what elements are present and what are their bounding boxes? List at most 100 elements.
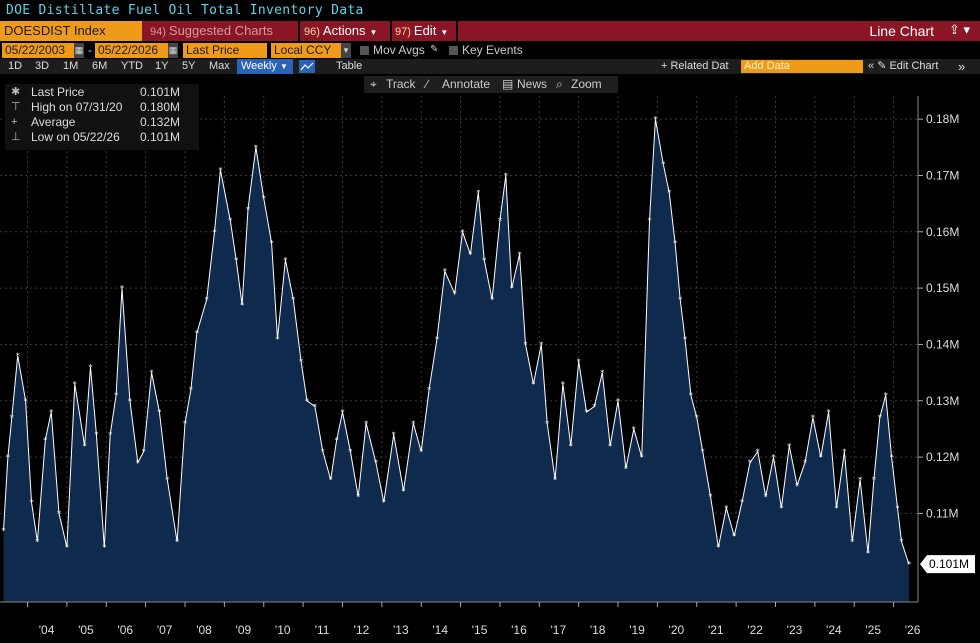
chart-legend: ✱ Last Price 0.101M ⊤ High on 07/31/20 0… bbox=[5, 84, 199, 150]
key-events-checkbox[interactable] bbox=[449, 46, 458, 55]
data-point-marker: * bbox=[648, 217, 652, 226]
ticker-field[interactable]: DOESDIST Index bbox=[0, 21, 142, 41]
data-point-marker: * bbox=[335, 436, 339, 445]
legend-key: Last Price bbox=[31, 85, 85, 99]
x-tick-label: '19 bbox=[629, 623, 645, 637]
annotate-button[interactable]: Annotate bbox=[442, 77, 491, 91]
period-1d[interactable]: 1D bbox=[8, 60, 23, 72]
frequency-select[interactable]: Weekly ▼ bbox=[237, 59, 293, 74]
pencil-icon[interactable]: ✎ bbox=[430, 44, 439, 55]
data-point-marker: * bbox=[142, 447, 146, 456]
calendar-icon[interactable]: ▦ bbox=[168, 43, 178, 58]
edit-label: Edit bbox=[413, 23, 437, 38]
currency-select[interactable]: Local CCY bbox=[271, 43, 341, 58]
data-point-marker: * bbox=[65, 543, 69, 552]
data-point-marker: * bbox=[461, 228, 465, 237]
data-point-marker: * bbox=[709, 493, 713, 502]
data-point-marker: * bbox=[392, 431, 396, 440]
add-data-input[interactable]: Add Data bbox=[741, 60, 863, 73]
share-icon[interactable]: ⇪ ▾ bbox=[948, 22, 970, 37]
data-point-marker: * bbox=[57, 509, 61, 518]
data-point-marker: * bbox=[577, 357, 581, 366]
period-ytd[interactable]: YTD bbox=[121, 60, 143, 72]
data-point-marker: * bbox=[819, 453, 823, 462]
data-point-marker: * bbox=[779, 504, 783, 513]
actions-number: 96) bbox=[304, 26, 320, 38]
zoom-button[interactable]: Zoom bbox=[571, 77, 602, 91]
expand-icon[interactable]: » bbox=[958, 59, 966, 74]
data-point-marker: * bbox=[787, 442, 791, 451]
collapse-icon: « bbox=[868, 60, 875, 72]
table-view-button[interactable]: Table bbox=[336, 60, 363, 72]
chevron-down-icon[interactable]: ▾ bbox=[341, 43, 351, 58]
data-point-marker: * bbox=[795, 481, 799, 490]
data-point-marker: * bbox=[83, 442, 87, 451]
y-tick-label: 0.14M bbox=[926, 337, 959, 351]
edit-chart-button[interactable]: « ✎ Edit Chart bbox=[868, 59, 938, 74]
data-point-marker: * bbox=[624, 464, 628, 473]
data-point-marker: * bbox=[419, 447, 423, 456]
mov-avgs-checkbox[interactable] bbox=[360, 46, 369, 55]
zoom-icon[interactable]: ⌕ bbox=[556, 77, 563, 91]
x-tick-label: '18 bbox=[590, 623, 606, 637]
actions-menu-button[interactable]: 96) Actions ▼ bbox=[304, 21, 377, 41]
field-select[interactable]: Last Price bbox=[183, 43, 267, 58]
data-point-marker: * bbox=[150, 369, 154, 378]
data-point-marker: * bbox=[748, 459, 752, 468]
period-6m[interactable]: 6M bbox=[92, 60, 108, 72]
period-max[interactable]: Max bbox=[209, 60, 230, 72]
data-point-marker: * bbox=[553, 476, 557, 485]
window-title-bar: DOE Distillate Fuel Oil Total Inventory … bbox=[0, 0, 980, 21]
data-point-marker: * bbox=[321, 447, 325, 456]
data-point-marker: * bbox=[329, 476, 333, 485]
data-point-marker: * bbox=[283, 256, 287, 265]
chevron-down-icon: ▼ bbox=[279, 62, 288, 71]
data-point-marker: * bbox=[443, 267, 447, 276]
y-tick-label: 0.11M bbox=[926, 506, 958, 520]
data-point-marker: * bbox=[305, 397, 309, 406]
data-point-marker: * bbox=[189, 386, 193, 395]
data-point-marker: * bbox=[6, 453, 10, 462]
y-tick-label: 0.17M bbox=[926, 168, 959, 182]
x-tick-label: '24 bbox=[826, 623, 842, 637]
last-value-callout: 0.101M bbox=[920, 555, 975, 574]
period-5y[interactable]: 5Y bbox=[182, 60, 196, 72]
data-point-marker: * bbox=[382, 498, 386, 507]
data-point-marker: * bbox=[364, 419, 368, 428]
x-tick-label: '16 bbox=[511, 623, 527, 637]
news-icon[interactable]: ▤ bbox=[502, 77, 514, 91]
data-point-marker: * bbox=[827, 408, 831, 417]
key-events-label[interactable]: Key Events bbox=[462, 43, 523, 57]
x-tick-label: '23 bbox=[787, 623, 803, 637]
edit-number: 97) bbox=[395, 26, 411, 38]
period-3d[interactable]: 3D bbox=[35, 60, 50, 72]
low-marker-icon: ⊥ bbox=[11, 131, 21, 143]
suggested-charts-button[interactable]: 94) Suggested Charts bbox=[150, 21, 273, 41]
pencil-icon[interactable]: ∕ bbox=[426, 77, 429, 91]
data-point-marker: * bbox=[313, 402, 317, 411]
data-point-marker: * bbox=[114, 391, 118, 400]
period-1m[interactable]: 1M bbox=[63, 60, 79, 72]
mov-avgs-label[interactable]: Mov Avgs bbox=[373, 43, 425, 57]
end-date-field[interactable]: 05/22/2026 bbox=[95, 43, 168, 58]
edit-menu-button[interactable]: 97) Edit ▼ bbox=[395, 21, 448, 41]
view-type-label[interactable]: Line Chart bbox=[869, 23, 934, 39]
data-point-marker: * bbox=[835, 504, 839, 513]
high-marker-icon: ⊤ bbox=[11, 101, 21, 113]
track-button[interactable]: Track bbox=[386, 77, 416, 91]
data-point-marker: * bbox=[165, 476, 169, 485]
x-tick-label: '26 bbox=[905, 623, 921, 637]
line-chart-icon[interactable] bbox=[299, 60, 315, 73]
crosshair-icon[interactable]: ⌖ bbox=[370, 77, 377, 91]
data-point-marker: * bbox=[10, 414, 14, 423]
chevron-down-icon: ▼ bbox=[440, 28, 449, 37]
data-point-marker: * bbox=[2, 526, 6, 535]
calendar-icon[interactable]: ▦ bbox=[74, 43, 84, 58]
x-tick-label: '04 bbox=[39, 623, 55, 637]
news-button[interactable]: News bbox=[517, 77, 548, 91]
x-tick-label: '05 bbox=[78, 623, 94, 637]
data-point-marker: * bbox=[678, 295, 682, 304]
start-date-field[interactable]: 05/22/2003 bbox=[2, 43, 74, 58]
period-1y[interactable]: 1Y bbox=[155, 60, 169, 72]
